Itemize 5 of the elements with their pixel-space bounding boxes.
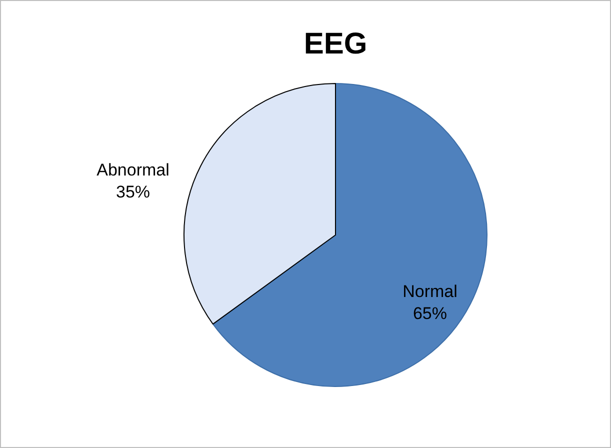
slice-label: Abnormal xyxy=(96,160,170,180)
data-label: 35% xyxy=(116,182,150,202)
data-label: 65% xyxy=(412,304,448,323)
chart-title: EEG xyxy=(304,27,368,60)
slice-label: Normal xyxy=(402,282,458,301)
